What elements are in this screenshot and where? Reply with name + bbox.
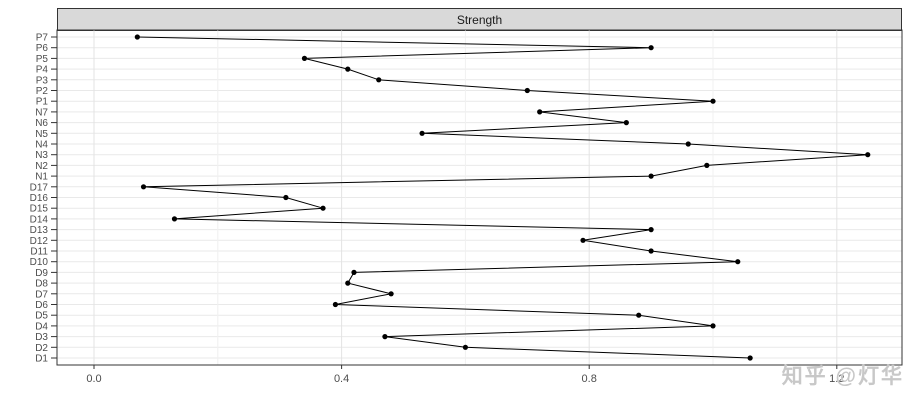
- data-point: [524, 87, 530, 94]
- y-axis-label: D2: [35, 343, 48, 354]
- data-point: [710, 98, 716, 104]
- data-point: [462, 344, 468, 350]
- y-axis-label: D5: [35, 311, 48, 322]
- y-axis-label: D8: [35, 279, 48, 290]
- y-axis-label: D1: [35, 354, 48, 365]
- y-axis-label: N6: [35, 118, 48, 129]
- data-point: [332, 301, 339, 308]
- y-axis-label: P4: [36, 65, 49, 76]
- y-axis-label: D12: [30, 236, 49, 247]
- data-point: [537, 109, 543, 115]
- data-point: [419, 130, 425, 136]
- y-axis-label: N5: [35, 129, 48, 140]
- data-point: [351, 269, 357, 275]
- data-point: [171, 216, 178, 222]
- data-point: [710, 323, 716, 329]
- x-axis-label: 0.8: [582, 373, 597, 385]
- data-point: [865, 152, 871, 158]
- data-point: [648, 248, 654, 254]
- data-point: [648, 227, 654, 233]
- y-axis-label: D6: [35, 300, 48, 311]
- y-axis-label: N7: [35, 107, 48, 118]
- y-axis-label: D17: [30, 182, 49, 193]
- data-point: [735, 259, 741, 265]
- data-point: [685, 141, 691, 147]
- y-axis-label: P5: [36, 54, 49, 65]
- y-axis-label: N4: [35, 140, 48, 151]
- data-point: [345, 66, 351, 72]
- y-axis-label: P7: [36, 33, 49, 44]
- y-axis-label: N2: [35, 161, 48, 172]
- y-axis-label: D11: [30, 247, 48, 258]
- data-point: [134, 34, 140, 40]
- data-point: [704, 162, 710, 168]
- data-point: [388, 291, 394, 297]
- y-axis-label: N1: [35, 172, 48, 183]
- y-axis-label: D7: [35, 289, 48, 300]
- data-point: [623, 120, 629, 126]
- data-point: [382, 334, 388, 340]
- x-axis-label: 1.2: [829, 373, 844, 385]
- y-axis-label: D13: [30, 225, 49, 236]
- y-axis-label: D16: [30, 193, 49, 204]
- y-axis-label: P2: [36, 86, 49, 97]
- data-point: [301, 55, 308, 62]
- data-point: [636, 312, 642, 318]
- x-axis-label: 0.4: [334, 373, 349, 385]
- data-point: [320, 205, 326, 211]
- data-point: [376, 77, 382, 83]
- y-axis-label: D14: [30, 214, 49, 225]
- watermark-text: 知乎 @灯华: [781, 365, 904, 388]
- y-axis-label: D15: [30, 204, 49, 215]
- y-axis-label: D4: [35, 321, 48, 332]
- y-axis-label: D3: [35, 332, 48, 343]
- data-point: [580, 237, 586, 243]
- x-axis-label: 0.0: [86, 373, 101, 385]
- facet-strip-title: Strength: [456, 12, 503, 27]
- y-axis-label: D10: [30, 257, 49, 268]
- data-point: [283, 194, 289, 201]
- data-point: [345, 280, 351, 286]
- y-axis-label: N3: [35, 150, 48, 161]
- data-point: [648, 173, 654, 179]
- data-point: [648, 45, 654, 51]
- y-axis-label: P1: [36, 97, 49, 108]
- y-axis-label: P6: [36, 43, 49, 54]
- y-axis-label: P3: [36, 75, 49, 86]
- y-axis-label: D9: [35, 268, 48, 279]
- data-point: [747, 355, 753, 361]
- data-point: [140, 184, 147, 190]
